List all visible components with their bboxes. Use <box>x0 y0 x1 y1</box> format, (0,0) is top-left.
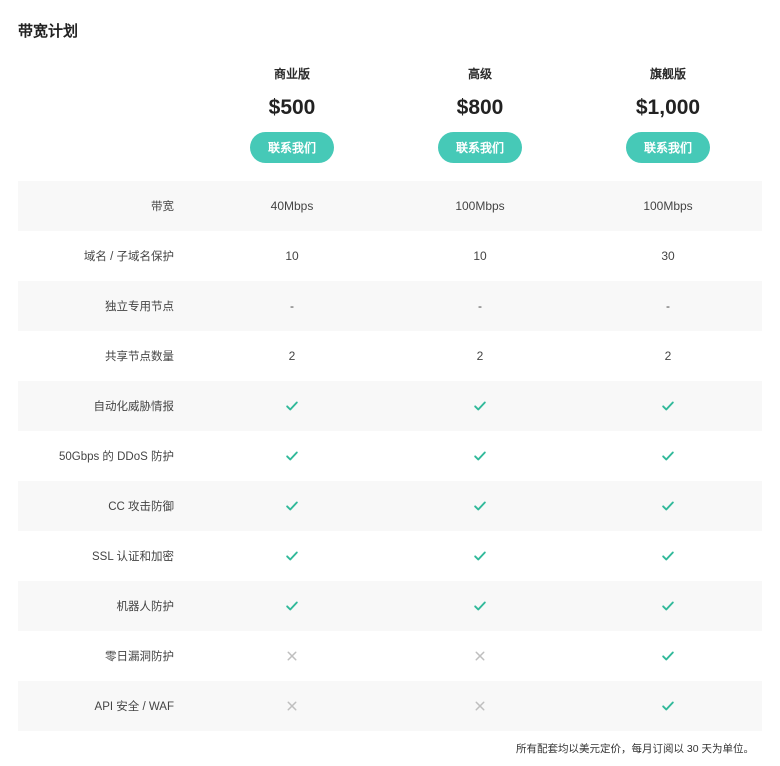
x-icon <box>286 700 298 712</box>
check-icon <box>473 549 487 563</box>
feature-value: 10 <box>386 231 574 281</box>
feature-value: 2 <box>198 331 386 381</box>
feature-value <box>386 681 574 731</box>
feature-value <box>574 681 762 731</box>
check-icon <box>661 499 675 513</box>
pricing-footnote: 所有配套均以美元定价，每月订阅以 30 天为单位。 <box>18 731 762 756</box>
feature-value: - <box>386 281 574 331</box>
pricing-grid: 商业版 $500 联系我们 高级 $800 联系我们 旗舰版 $1,000 联系我们带宽40Mb… <box>18 57 762 731</box>
feature-value <box>574 631 762 681</box>
feature-value <box>574 381 762 431</box>
plan-header: 商业版 $500 联系我们 <box>198 57 386 181</box>
feature-label: 共享节点数量 <box>18 331 198 381</box>
feature-value <box>386 481 574 531</box>
check-icon <box>661 649 675 663</box>
feature-label: 零日漏洞防护 <box>18 631 198 681</box>
check-icon <box>473 599 487 613</box>
contact-us-button[interactable]: 联系我们 <box>250 132 334 163</box>
feature-value <box>198 581 386 631</box>
feature-value <box>386 431 574 481</box>
feature-label: 50Gbps 的 DDoS 防护 <box>18 431 198 481</box>
check-icon <box>285 399 299 413</box>
feature-label: SSL 认证和加密 <box>18 531 198 581</box>
check-icon <box>473 499 487 513</box>
feature-value <box>198 431 386 481</box>
feature-value: 40Mbps <box>198 181 386 231</box>
feature-label: 机器人防护 <box>18 581 198 631</box>
check-icon <box>473 399 487 413</box>
check-icon <box>473 449 487 463</box>
check-icon <box>661 549 675 563</box>
feature-value <box>574 531 762 581</box>
plan-header: 高级 $800 联系我们 <box>386 57 574 181</box>
header-empty-corner <box>18 57 198 181</box>
plan-header: 旗舰版 $1,000 联系我们 <box>574 57 762 181</box>
x-icon <box>474 650 486 662</box>
check-icon <box>285 549 299 563</box>
plan-price: $1,000 <box>636 96 700 120</box>
contact-us-button[interactable]: 联系我们 <box>626 132 710 163</box>
feature-value <box>198 681 386 731</box>
feature-value: 2 <box>386 331 574 381</box>
feature-value <box>198 381 386 431</box>
feature-label: 自动化威胁情报 <box>18 381 198 431</box>
check-icon <box>661 699 675 713</box>
feature-label: 带宽 <box>18 181 198 231</box>
plan-price: $500 <box>269 96 316 120</box>
feature-value: 30 <box>574 231 762 281</box>
feature-label: API 安全 / WAF <box>18 681 198 731</box>
feature-value <box>198 531 386 581</box>
feature-value <box>386 581 574 631</box>
plan-name: 商业版 <box>274 65 310 82</box>
feature-value: 10 <box>198 231 386 281</box>
check-icon <box>661 599 675 613</box>
feature-label: 独立专用节点 <box>18 281 198 331</box>
plan-name: 高级 <box>468 65 492 82</box>
feature-value <box>198 631 386 681</box>
check-icon <box>661 399 675 413</box>
feature-value: - <box>198 281 386 331</box>
feature-value <box>386 631 574 681</box>
feature-label: 域名 / 子域名保护 <box>18 231 198 281</box>
x-icon <box>474 700 486 712</box>
pricing-container: 带宽计划 商业版 $500 联系我们 高级 $800 联系我们 旗舰版 $1,000 联系我们带… <box>0 0 780 766</box>
feature-value <box>574 481 762 531</box>
feature-value <box>574 431 762 481</box>
contact-us-button[interactable]: 联系我们 <box>438 132 522 163</box>
plan-price: $800 <box>457 96 504 120</box>
feature-value <box>386 381 574 431</box>
plan-name: 旗舰版 <box>650 65 686 82</box>
check-icon <box>285 599 299 613</box>
feature-value <box>198 481 386 531</box>
feature-value <box>386 531 574 581</box>
feature-value: 100Mbps <box>574 181 762 231</box>
feature-value <box>574 581 762 631</box>
check-icon <box>285 449 299 463</box>
feature-label: CC 攻击防御 <box>18 481 198 531</box>
check-icon <box>661 449 675 463</box>
check-icon <box>285 499 299 513</box>
feature-value: - <box>574 281 762 331</box>
page-title: 带宽计划 <box>18 20 762 41</box>
x-icon <box>286 650 298 662</box>
feature-value: 100Mbps <box>386 181 574 231</box>
feature-value: 2 <box>574 331 762 381</box>
